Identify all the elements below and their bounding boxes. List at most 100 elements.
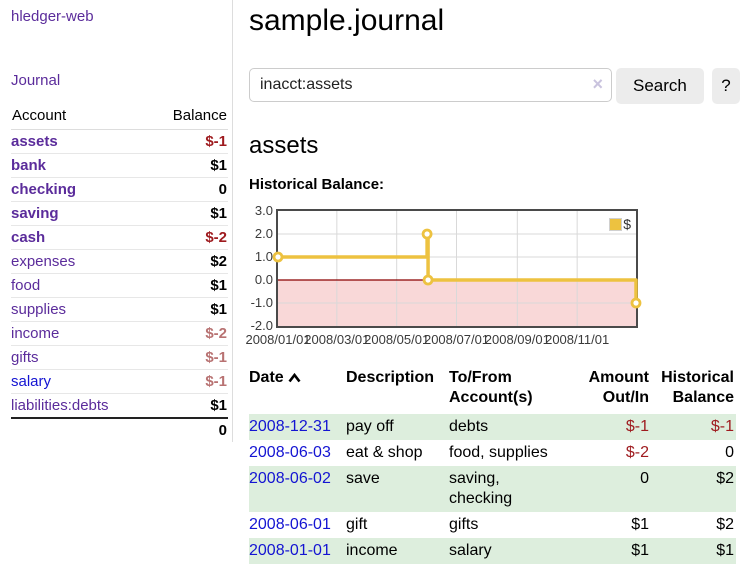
- x-tick-label: 2008/01/01: [245, 332, 311, 347]
- transaction-balance: $1: [651, 538, 736, 564]
- y-tick-label: 2.0: [254, 226, 273, 241]
- chart-legend: $: [609, 216, 631, 232]
- account-row: gifts $-1: [11, 345, 228, 370]
- account-row: supplies $1: [11, 297, 228, 322]
- page-title: sample.journal: [249, 4, 445, 37]
- account-link-saving[interactable]: saving: [11, 205, 59, 222]
- y-tick-label: 3.0: [254, 203, 273, 218]
- transaction-balance: $2: [651, 466, 736, 512]
- transaction-date-link[interactable]: 2008-06-02: [249, 470, 331, 487]
- chart-plot-area[interactable]: $: [272, 209, 642, 328]
- transaction-date-link[interactable]: 2008-12-31: [249, 418, 331, 435]
- transaction-date-link[interactable]: 2008-01-01: [249, 542, 331, 559]
- accounts-total-value: 0: [148, 417, 228, 442]
- account-row: expenses $2: [11, 249, 228, 274]
- account-balance: $2: [148, 249, 228, 274]
- account-link-salary[interactable]: salary: [11, 373, 52, 390]
- transaction-amount: $1: [631, 516, 649, 533]
- transaction-accounts: saving, checking: [449, 466, 574, 512]
- x-tick-label: 2008/05/01: [364, 332, 430, 347]
- transaction-accounts: debts: [449, 414, 574, 440]
- transaction-date-link[interactable]: 2008-06-01: [249, 516, 331, 533]
- register-header-amount: Amount Out/In: [588, 369, 649, 406]
- y-tick-label: 0.0: [254, 272, 273, 287]
- legend-swatch-icon: [609, 217, 623, 231]
- app-window: hledger-web Journal Account Balance asse…: [0, 0, 740, 564]
- register-row: 2008-06-01 gift gifts $1 $2: [249, 512, 736, 538]
- account-row: saving $1: [11, 201, 228, 226]
- register-header-accounts: To/From Account(s): [449, 369, 533, 406]
- transaction-accounts: food, supplies: [449, 444, 548, 461]
- account-balance: $1: [148, 297, 228, 322]
- transaction-amount: $-2: [625, 444, 649, 461]
- register-row: 2008-12-31 pay off debts $-1 $-1: [249, 414, 736, 440]
- transaction-amount: $1: [574, 538, 651, 564]
- register-header-balance: Historical Balance: [661, 369, 734, 406]
- account-link-expenses[interactable]: expenses: [11, 253, 76, 270]
- app-brand-link[interactable]: hledger-web: [11, 8, 94, 25]
- transaction-balance: $2: [716, 516, 734, 533]
- register-row: 2008-06-02 save saving, checking 0 $2: [249, 466, 736, 512]
- search-bar: × Search ?: [249, 68, 740, 104]
- transaction-description: gift: [346, 516, 368, 533]
- account-link-bank[interactable]: bank: [11, 157, 47, 174]
- x-tick-label: 2008/11/01: [545, 332, 610, 347]
- register-header-description: Description: [346, 369, 435, 386]
- x-tick-label: 2008/03/01: [304, 332, 370, 347]
- account-row: liabilities:debts $1: [11, 393, 228, 418]
- register-header-date-label: Date: [249, 369, 284, 386]
- accounts-table: Account Balance assets $-1 bank $1 checking 0…: [11, 104, 228, 442]
- account-balance: $-1: [148, 369, 228, 394]
- account-link-food[interactable]: food: [11, 277, 41, 294]
- transaction-amount: 0: [574, 466, 651, 512]
- account-row: income $-2: [11, 321, 228, 346]
- help-button[interactable]: ?: [711, 68, 740, 104]
- account-link-assets[interactable]: assets: [11, 133, 58, 150]
- account-link-income[interactable]: income: [11, 325, 60, 342]
- register-table: Date Description To/From Account(s) Amou…: [249, 366, 736, 564]
- y-tick-label: -1.0: [250, 295, 273, 310]
- account-link-checking[interactable]: checking: [11, 181, 77, 198]
- account-balance: $-2: [148, 321, 228, 346]
- account-link-gifts[interactable]: gifts: [11, 349, 39, 366]
- chart-canvas: [272, 211, 642, 326]
- transaction-description: eat & shop: [346, 444, 423, 461]
- register-header-date[interactable]: Date: [249, 366, 346, 414]
- account-balance: $-1: [205, 133, 227, 150]
- clear-search-icon[interactable]: ×: [592, 74, 603, 94]
- transaction-accounts: gifts: [449, 516, 479, 533]
- x-tick-label: 2008/09/01: [484, 332, 550, 347]
- account-link-liabilities-debts[interactable]: liabilities:debts: [11, 397, 109, 414]
- transaction-balance: $-1: [651, 414, 736, 440]
- account-row: salary $-1: [11, 369, 228, 394]
- transaction-description: save: [346, 466, 449, 512]
- account-title: assets: [249, 132, 319, 159]
- account-balance: $1: [148, 153, 228, 178]
- accounts-column-header: Account: [11, 104, 149, 130]
- x-tick-label: 2008/07/01: [423, 332, 490, 347]
- transaction-amount: $-1: [574, 414, 651, 440]
- legend-label: $: [623, 216, 631, 232]
- account-balance: $1: [148, 393, 228, 418]
- transaction-description: pay off: [346, 414, 449, 440]
- account-link-supplies[interactable]: supplies: [11, 301, 67, 318]
- y-tick-label: 1.0: [254, 249, 273, 264]
- search-input[interactable]: [249, 68, 612, 102]
- account-row: food $1: [11, 273, 228, 298]
- sidebar-item-journal[interactable]: Journal: [11, 72, 61, 89]
- register-row: 2008-06-03 eat & shop food, supplies $-2 0: [249, 440, 736, 466]
- account-balance: 0: [148, 177, 228, 202]
- account-link-cash[interactable]: cash: [11, 229, 46, 246]
- account-row: assets $-1: [11, 130, 228, 154]
- account-row: checking 0: [11, 177, 228, 202]
- accounts-total-row: 0: [11, 417, 228, 442]
- account-balance: $1: [148, 273, 228, 298]
- balance-column-header: Balance: [148, 104, 228, 130]
- sidebar: hledger-web Journal Account Balance asse…: [0, 0, 233, 442]
- account-row: cash $-2: [11, 225, 228, 250]
- transaction-accounts: salary: [449, 538, 574, 564]
- search-button[interactable]: Search: [616, 68, 704, 104]
- transaction-date-link[interactable]: 2008-06-03: [249, 444, 331, 461]
- transaction-balance: 0: [725, 444, 734, 461]
- register-row: 2008-01-01 income salary $1 $1: [249, 538, 736, 564]
